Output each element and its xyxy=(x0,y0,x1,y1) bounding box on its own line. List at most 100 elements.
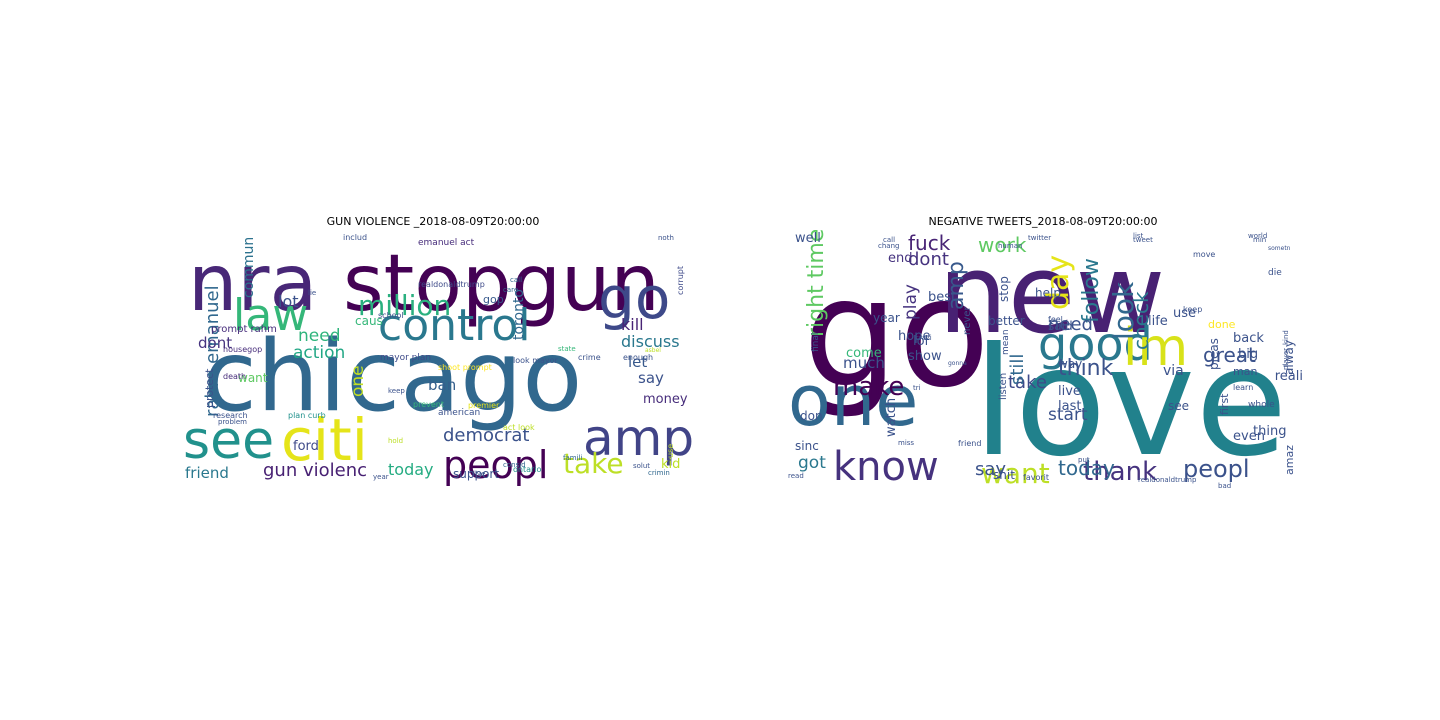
cloud-word: need xyxy=(298,326,340,346)
cloud-word: love xyxy=(973,316,1288,490)
cloud-word: come xyxy=(846,346,882,361)
cloud-word: go xyxy=(598,264,670,332)
panel-title: GUN VIOLENCE _2018-08-09T20:00:00 xyxy=(326,215,540,228)
cloud-word: emanuel act xyxy=(418,238,475,248)
cloud-word: enough xyxy=(623,353,653,362)
cloud-word: chang xyxy=(878,242,899,250)
cloud-word: min xyxy=(1253,236,1266,244)
cloud-word: tri xyxy=(913,384,921,392)
cloud-word: one xyxy=(788,360,918,442)
cloud-word: live xyxy=(473,470,485,478)
cloud-word: toronto xyxy=(511,289,527,340)
cloud-word: asbel xyxy=(645,347,661,354)
cloud-word: tweet xyxy=(1133,236,1153,244)
cloud-word: premier xyxy=(468,401,500,410)
cloud-word: way xyxy=(1058,357,1082,371)
cloud-word: via xyxy=(1163,363,1184,379)
cloud-word: say xyxy=(975,459,1006,480)
cloud-word: kid xyxy=(661,457,680,472)
cloud-word: die xyxy=(1268,268,1282,278)
cloud-word: call xyxy=(510,276,522,284)
cloud-word: know xyxy=(833,444,939,490)
cloud-word: favorit xyxy=(1023,473,1049,482)
cloud-word: bad xyxy=(1218,482,1231,490)
cloud-word: crazi xyxy=(915,334,932,342)
cloud-word: end xyxy=(888,251,913,266)
cloud-word: look mayor xyxy=(513,356,559,365)
cloud-word: first xyxy=(1218,393,1231,415)
cloud-word: lot xyxy=(278,292,299,311)
cloud-word: million xyxy=(358,289,451,322)
cloud-word: act look xyxy=(503,423,535,432)
cloud-word: last xyxy=(1058,399,1081,414)
cloud-word: hold xyxy=(388,437,403,445)
cloud-word: start xyxy=(1048,405,1088,425)
cloud-word: life xyxy=(1148,314,1168,329)
cloud-word: good xyxy=(1038,317,1153,371)
cloud-word: keep xyxy=(1183,305,1202,314)
wordcloud-panel-gun-violence: GUN VIOLENCE _2018-08-09T20:00:00 nra sto… xyxy=(183,215,694,487)
cloud-word: play xyxy=(901,284,921,320)
cloud-word: amp xyxy=(944,261,969,310)
cloud-word: live xyxy=(1058,384,1081,399)
panel-title: NEGATIVE TWEETS_2018-08-09T20:00:00 xyxy=(928,215,1158,228)
cloud-word: control xyxy=(378,300,531,351)
cloud-word: player xyxy=(1282,348,1290,370)
cloud-word: noth xyxy=(658,234,674,242)
cloud-word: corrupt xyxy=(676,266,685,295)
cloud-word: discuss xyxy=(621,332,680,351)
cloud-word: solut xyxy=(633,462,650,470)
cloud-word: peopl xyxy=(443,443,548,487)
cloud-word: stopgun xyxy=(343,239,660,329)
cloud-word: plan curb xyxy=(288,411,326,420)
cloud-word: day xyxy=(1041,255,1076,310)
cloud-word: school xyxy=(378,311,404,320)
cloud-word: right time xyxy=(804,230,829,337)
cloud-word: realdonaldtrump xyxy=(1138,476,1197,484)
cloud-word: alway xyxy=(1282,340,1296,375)
cloud-word: well xyxy=(795,231,821,246)
cloud-word: commun xyxy=(241,237,257,298)
cloud-word: put xyxy=(1078,456,1090,464)
cloud-word: shit xyxy=(993,468,1015,482)
cloud-word: friend xyxy=(958,439,981,448)
cloud-word: take xyxy=(1008,372,1047,393)
cloud-word: kind xyxy=(1282,330,1290,345)
cloud-word: call xyxy=(883,236,895,244)
cloud-word: watch xyxy=(884,398,899,437)
cloud-word: think xyxy=(1058,356,1114,381)
cloud-word: final xyxy=(811,333,821,352)
cloud-word: take xyxy=(563,447,624,480)
cloud-word: hope xyxy=(898,329,930,344)
cloud-word: don xyxy=(800,409,823,423)
cloud-word: see xyxy=(1168,399,1189,413)
cloud-word: twitter xyxy=(1028,234,1051,242)
cloud-word: support xyxy=(453,467,499,481)
cloud-word: show xyxy=(908,349,942,364)
cloud-word: includ xyxy=(343,233,367,242)
cloud-word: said xyxy=(1048,319,1073,333)
cloud-word: peopl xyxy=(1183,455,1250,483)
cloud-word: better xyxy=(988,314,1025,328)
cloud-word: im xyxy=(1123,318,1188,378)
cloud-word: ban xyxy=(428,376,456,394)
cloud-word: lol xyxy=(913,334,928,349)
cloud-word: money xyxy=(643,392,688,407)
cloud-word: want xyxy=(981,457,1050,490)
cloud-word: never xyxy=(962,305,973,335)
cloud-word: sometn xyxy=(1268,245,1291,252)
cloud-word: great xyxy=(1203,343,1256,367)
cloud-word: year xyxy=(873,311,900,325)
cloud-word: stop xyxy=(997,276,1011,302)
cloud-word: dont xyxy=(198,334,232,352)
cloud-word: crime xyxy=(578,353,601,362)
cloud-word: reali xyxy=(1275,369,1303,384)
cloud-word: law xyxy=(233,290,308,341)
cloud-word: thing xyxy=(1253,424,1286,439)
cloud-word: help xyxy=(1035,286,1061,300)
cloud-word: world xyxy=(1248,232,1267,240)
cloud-word: man xyxy=(1233,365,1257,378)
cloud-word: use xyxy=(1173,306,1196,321)
cloud-word: citi xyxy=(281,406,368,474)
